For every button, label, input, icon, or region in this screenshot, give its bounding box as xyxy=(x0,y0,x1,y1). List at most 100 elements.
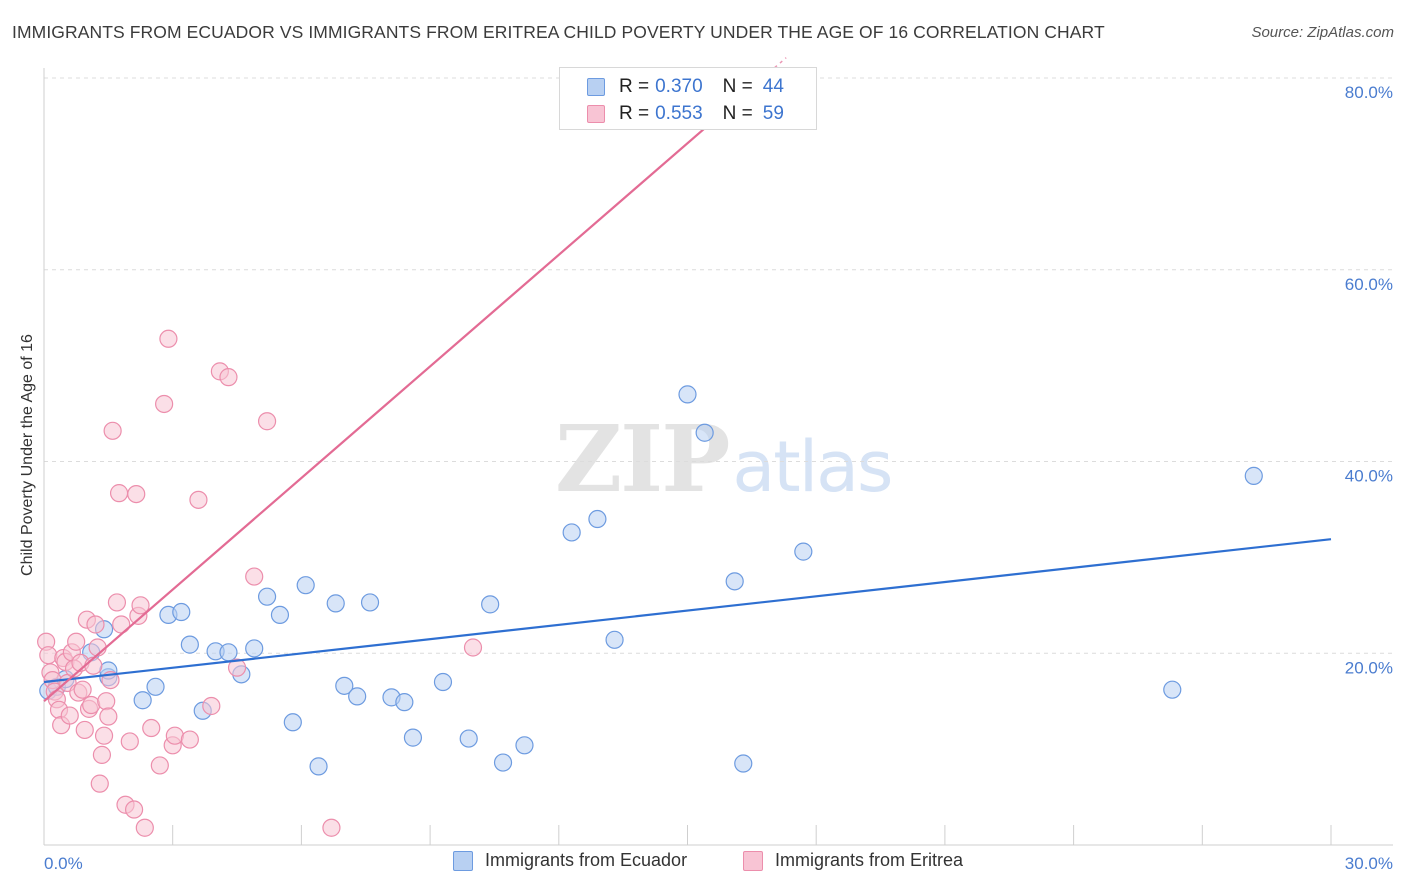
legend-row-ecuador: R = 0.370 N = 44 xyxy=(560,73,784,101)
point-ecuador xyxy=(695,423,714,442)
x-tick-label-end: 30.0% xyxy=(1345,854,1393,873)
point-ecuador xyxy=(605,630,624,649)
bottom-legend-label-ecuador: Immigrants from Ecuador xyxy=(485,850,688,870)
point-ecuador xyxy=(180,635,199,654)
watermark: ZIPatlas xyxy=(555,405,894,513)
point-eritrea xyxy=(103,421,122,440)
point-eritrea xyxy=(189,490,208,509)
point-eritrea xyxy=(180,730,199,749)
watermark-atlas: atlas xyxy=(732,426,893,508)
point-eritrea xyxy=(227,658,247,677)
point-ecuador xyxy=(562,523,581,542)
correlation-legend: R = 0.370 N = 44 R = 0.553 N = 59 xyxy=(559,67,817,130)
point-eritrea xyxy=(159,329,178,348)
axes xyxy=(43,68,1393,846)
point-eritrea xyxy=(150,756,169,775)
point-eritrea xyxy=(73,680,92,699)
y-tick-label: 40.0% xyxy=(1345,467,1393,486)
bottom-legend-swatch-ecuador xyxy=(453,850,473,871)
point-eritrea xyxy=(90,774,109,793)
point-eritrea xyxy=(107,593,127,612)
y-tick-label: 20.0% xyxy=(1345,658,1393,677)
point-ecuador xyxy=(219,643,238,662)
point-ecuador xyxy=(725,572,744,591)
point-eritrea xyxy=(322,818,341,837)
point-eritrea xyxy=(92,745,112,764)
point-eritrea xyxy=(109,484,129,503)
legend-r-value-ecuador: 0.370 xyxy=(655,76,703,97)
point-eritrea xyxy=(127,484,146,504)
point-ecuador xyxy=(360,593,380,612)
legend-n-label: N = xyxy=(722,76,753,97)
point-eritrea xyxy=(120,732,139,751)
watermark-zip: ZIP xyxy=(555,405,730,513)
point-eritrea xyxy=(67,632,86,651)
grid-lines xyxy=(44,77,1393,654)
point-ecuador xyxy=(270,605,290,625)
point-ecuador xyxy=(433,672,453,692)
point-eritrea xyxy=(39,646,58,665)
x-tick-label-start: 0.0% xyxy=(44,854,83,873)
point-ecuador xyxy=(296,576,315,595)
point-ecuador xyxy=(326,594,345,613)
bottom-legend-swatch-eritrea xyxy=(743,850,763,871)
legend-r-label: R = xyxy=(619,76,650,97)
point-ecuador xyxy=(1244,466,1263,485)
point-ecuador xyxy=(395,693,414,712)
point-eritrea xyxy=(219,368,238,387)
point-eritrea xyxy=(463,638,483,657)
point-ecuador xyxy=(794,542,813,561)
point-ecuador xyxy=(133,691,152,710)
point-ecuador xyxy=(588,509,607,529)
point-eritrea xyxy=(86,615,105,634)
tick-labels: 20.0% 40.0% 60.0% 80.0% 0.0% 30.0% xyxy=(44,83,1393,873)
y-tick-label: 60.0% xyxy=(1345,275,1393,294)
bottom-legend-ecuador: Immigrants from Ecuador xyxy=(453,850,687,871)
chart-title: IMMIGRANTS FROM ECUADOR VS IMMIGRANTS FR… xyxy=(12,22,1105,42)
legend-n-value-eritrea: 59 xyxy=(762,103,784,124)
point-ecuador xyxy=(459,729,478,748)
point-eritrea xyxy=(257,412,277,431)
point-ecuador xyxy=(245,639,264,658)
bottom-legend-eritrea: Immigrants from Eritrea xyxy=(743,850,963,871)
legend-row-eritrea: R = 0.553 N = 59 xyxy=(560,100,784,128)
point-ecuador xyxy=(335,676,354,695)
point-eritrea xyxy=(97,692,116,711)
legend-swatch-eritrea xyxy=(587,105,605,123)
point-eritrea xyxy=(142,718,161,738)
point-ecuador xyxy=(481,595,500,614)
point-ecuador xyxy=(348,687,367,706)
point-eritrea xyxy=(155,394,174,414)
trendline-ecuador xyxy=(43,538,1332,684)
point-ecuador xyxy=(1163,680,1182,699)
trendline-eritrea xyxy=(43,112,723,703)
legend-n-label: N = xyxy=(722,103,753,124)
point-ecuador xyxy=(283,713,302,732)
point-eritrea xyxy=(202,696,221,716)
series-ecuador-points xyxy=(39,385,1263,776)
legend-n-value-ecuador: 44 xyxy=(762,76,784,97)
point-eritrea xyxy=(165,726,184,745)
point-ecuador xyxy=(493,753,513,772)
legend-r-value-eritrea: 0.553 xyxy=(655,103,703,124)
point-eritrea xyxy=(135,818,154,837)
legend-swatch-ecuador xyxy=(587,78,605,96)
point-eritrea xyxy=(131,596,150,615)
point-eritrea xyxy=(245,567,264,586)
point-eritrea xyxy=(124,800,144,819)
point-eritrea xyxy=(75,720,94,740)
point-ecuador xyxy=(146,677,165,696)
bottom-legend-label-eritrea: Immigrants from Eritrea xyxy=(775,850,964,870)
y-tick-label: 80.0% xyxy=(1345,83,1393,102)
point-ecuador xyxy=(678,385,697,404)
point-eritrea xyxy=(82,695,101,715)
legend-r-label: R = xyxy=(619,103,650,124)
series-eritrea-points xyxy=(37,106,611,837)
point-eritrea xyxy=(94,726,114,745)
point-ecuador xyxy=(515,736,534,755)
point-ecuador xyxy=(309,757,328,776)
source-credit: Source: ZipAtlas.com xyxy=(1251,24,1394,41)
point-ecuador xyxy=(172,602,191,622)
point-ecuador xyxy=(403,728,423,747)
